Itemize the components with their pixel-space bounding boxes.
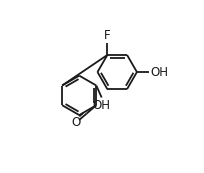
Text: F: F <box>104 29 111 42</box>
Text: O: O <box>72 116 81 129</box>
Text: OH: OH <box>93 99 111 112</box>
Text: OH: OH <box>150 66 168 79</box>
